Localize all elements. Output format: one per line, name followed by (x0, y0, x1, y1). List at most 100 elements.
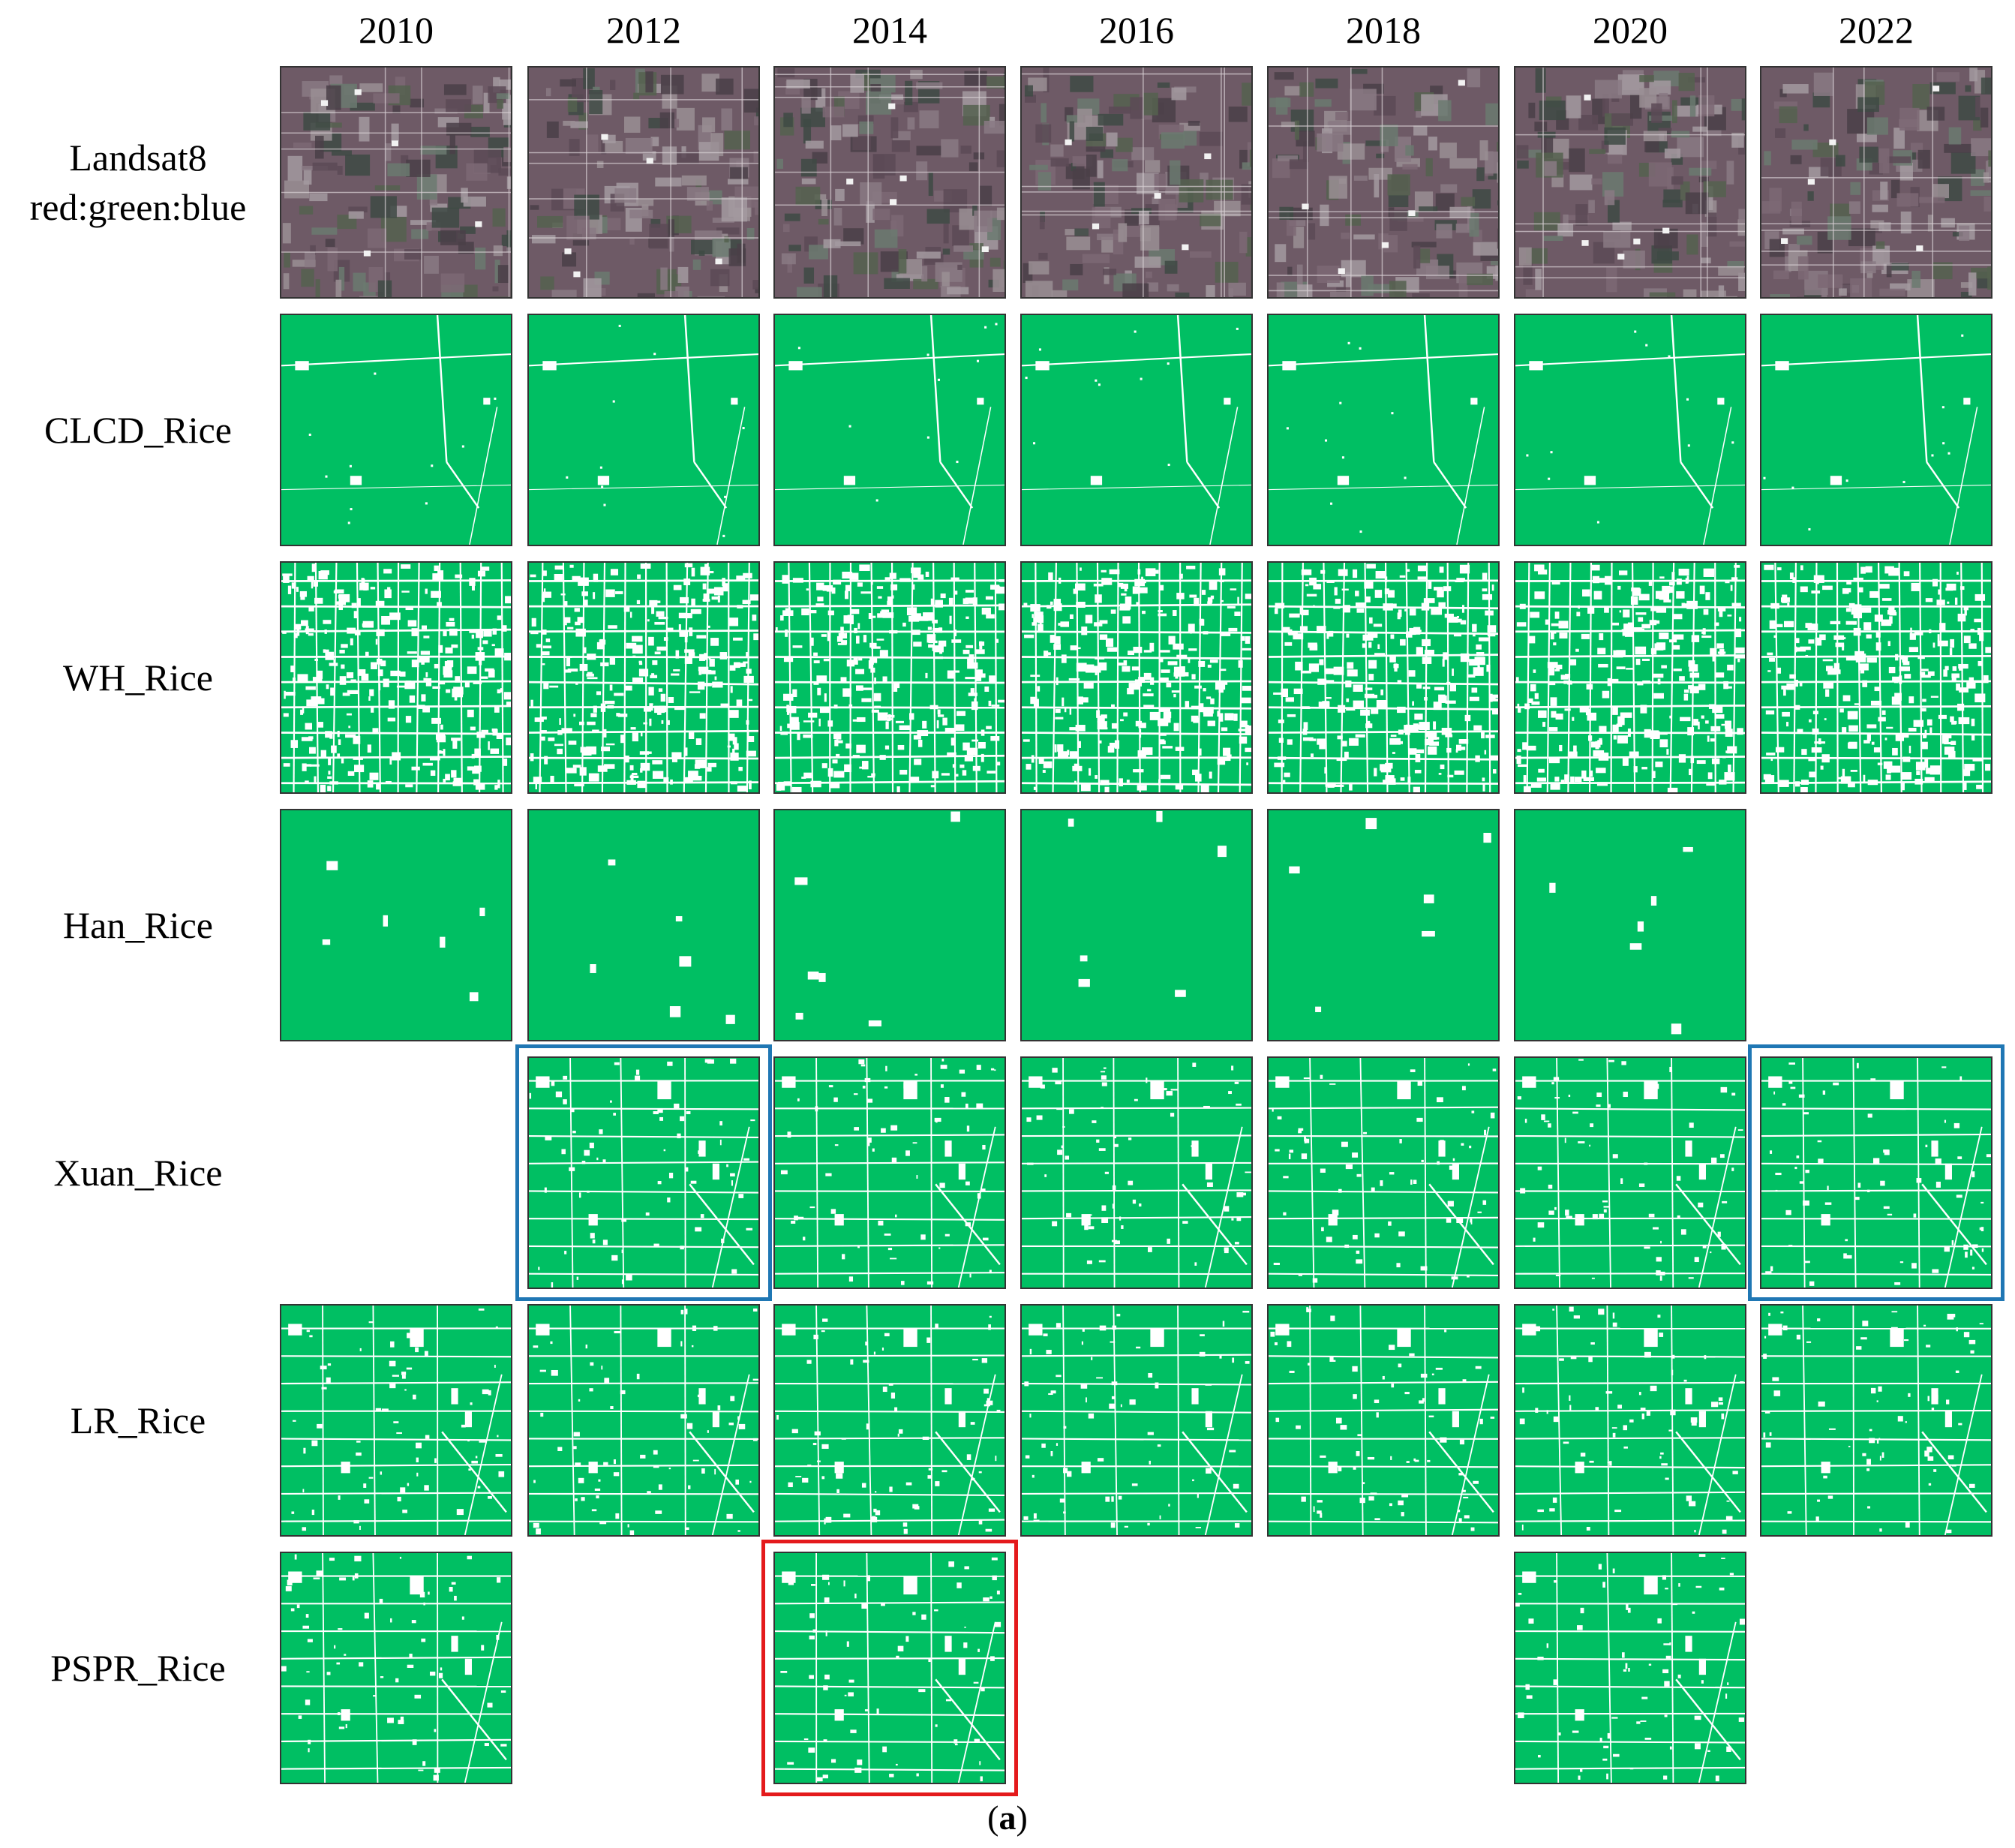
map-tile-han-rice-2012 (527, 809, 760, 1041)
map-image (1761, 563, 1991, 792)
map-tile-landsat8-2012 (527, 66, 760, 299)
row-label-line: CLCD_Rice (44, 409, 232, 451)
map-tile-lr-rice-2018 (1267, 1304, 1500, 1537)
map-tile-lr-rice-2020 (1514, 1304, 1746, 1537)
map-image (529, 68, 758, 297)
row-label-clcd-rice: CLCD_Rice (0, 405, 276, 455)
map-image (1022, 1306, 1251, 1535)
map-tile-wh-rice-2016 (1020, 561, 1253, 794)
map-tile-wh-rice-2022 (1760, 561, 1992, 794)
map-image (529, 563, 758, 792)
map-tile-lr-rice-2012 (527, 1304, 760, 1537)
map-tile-han-rice-2016 (1020, 809, 1253, 1041)
row-label-line: Han_Rice (63, 904, 213, 946)
map-tile-clcd-rice-2012 (527, 314, 760, 546)
map-tile-xuan-rice-2018 (1267, 1056, 1500, 1289)
map-image (775, 1553, 1004, 1783)
row-label-han-rice: Han_Rice (0, 900, 276, 950)
row-label-line: WH_Rice (63, 657, 213, 699)
map-tile-wh-rice-2018 (1267, 561, 1500, 794)
map-image (1515, 1306, 1745, 1535)
map-image (1761, 68, 1991, 297)
map-tile-pspr-rice-2014 (773, 1552, 1006, 1784)
map-image (1515, 1058, 1745, 1288)
figure-caption: (a) (0, 1797, 2015, 1839)
map-tile-wh-rice-2014 (773, 561, 1006, 794)
map-image (1515, 315, 1745, 545)
map-image (1515, 563, 1745, 792)
map-image (775, 563, 1004, 792)
year-header-2018: 2018 (1346, 9, 1421, 51)
map-tile-clcd-rice-2022 (1760, 314, 1992, 546)
map-tile-han-rice-2014 (773, 809, 1006, 1041)
map-image (1022, 315, 1251, 545)
row-label-pspr-rice: PSPR_Rice (0, 1643, 276, 1693)
map-tile-pspr-rice-2020 (1514, 1552, 1746, 1784)
row-label-xuan-rice: Xuan_Rice (0, 1148, 276, 1197)
map-image (1515, 1553, 1745, 1783)
map-tile-wh-rice-2010 (280, 561, 512, 794)
year-header-2014: 2014 (852, 9, 927, 51)
map-image (281, 1306, 511, 1535)
map-tile-landsat8-2018 (1267, 66, 1500, 299)
map-tile-clcd-rice-2018 (1267, 314, 1500, 546)
map-image (1269, 1058, 1498, 1288)
year-header-2010: 2010 (359, 9, 434, 51)
map-tile-lr-rice-2022 (1760, 1304, 1992, 1537)
map-tile-lr-rice-2014 (773, 1304, 1006, 1537)
map-image (1269, 810, 1498, 1040)
map-image (281, 563, 511, 792)
map-tile-clcd-rice-2014 (773, 314, 1006, 546)
map-tile-han-rice-2018 (1267, 809, 1500, 1041)
caption-open: ( (987, 1798, 999, 1837)
map-tile-xuan-rice-2022 (1760, 1056, 1992, 1289)
row-label-line: LR_Rice (70, 1399, 206, 1441)
year-header-2022: 2022 (1839, 9, 1914, 51)
year-header-2012: 2012 (606, 9, 681, 51)
map-tile-han-rice-2010 (280, 809, 512, 1041)
map-image (1761, 1058, 1991, 1288)
highlight-frame-1 (1748, 1044, 2004, 1301)
row-label-line: Xuan_Rice (53, 1152, 223, 1194)
map-image (1022, 810, 1251, 1040)
map-tile-clcd-rice-2010 (280, 314, 512, 546)
map-image (529, 1058, 758, 1288)
map-image (775, 1058, 1004, 1288)
row-label-landsat8: Landsat8 red:green:blue (0, 133, 276, 232)
map-image (1515, 810, 1745, 1040)
map-tile-landsat8-2010 (280, 66, 512, 299)
year-header-2020: 2020 (1593, 9, 1668, 51)
map-image (529, 810, 758, 1040)
map-tile-xuan-rice-2020 (1514, 1056, 1746, 1289)
caption-close: ) (1016, 1798, 1028, 1837)
map-tile-xuan-rice-2016 (1020, 1056, 1253, 1289)
map-image (775, 1306, 1004, 1535)
map-image (1022, 1058, 1251, 1288)
map-image (281, 315, 511, 545)
map-image (1515, 68, 1745, 297)
map-tile-landsat8-2022 (1760, 66, 1992, 299)
map-image (775, 68, 1004, 297)
map-image (1269, 315, 1498, 545)
row-label-line: PSPR_Rice (50, 1647, 226, 1689)
map-tile-landsat8-2020 (1514, 66, 1746, 299)
map-tile-wh-rice-2012 (527, 561, 760, 794)
row-label-wh-rice: WH_Rice (0, 653, 276, 702)
map-tile-xuan-rice-2014 (773, 1056, 1006, 1289)
map-image (281, 1553, 511, 1783)
map-image (529, 315, 758, 545)
map-tile-wh-rice-2020 (1514, 561, 1746, 794)
row-label-lr-rice: LR_Rice (0, 1396, 276, 1445)
map-tile-pspr-rice-2010 (280, 1552, 512, 1784)
map-image (1022, 68, 1251, 297)
map-image (1269, 1306, 1498, 1535)
map-image (281, 68, 511, 297)
map-tile-landsat8-2016 (1020, 66, 1253, 299)
map-image (775, 315, 1004, 545)
map-tile-lr-rice-2010 (280, 1304, 512, 1537)
map-image (1761, 1306, 1991, 1535)
caption-letter: a (998, 1798, 1017, 1837)
row-label-line: Landsat8 (69, 137, 207, 179)
map-tile-clcd-rice-2020 (1514, 314, 1746, 546)
map-tile-clcd-rice-2016 (1020, 314, 1253, 546)
